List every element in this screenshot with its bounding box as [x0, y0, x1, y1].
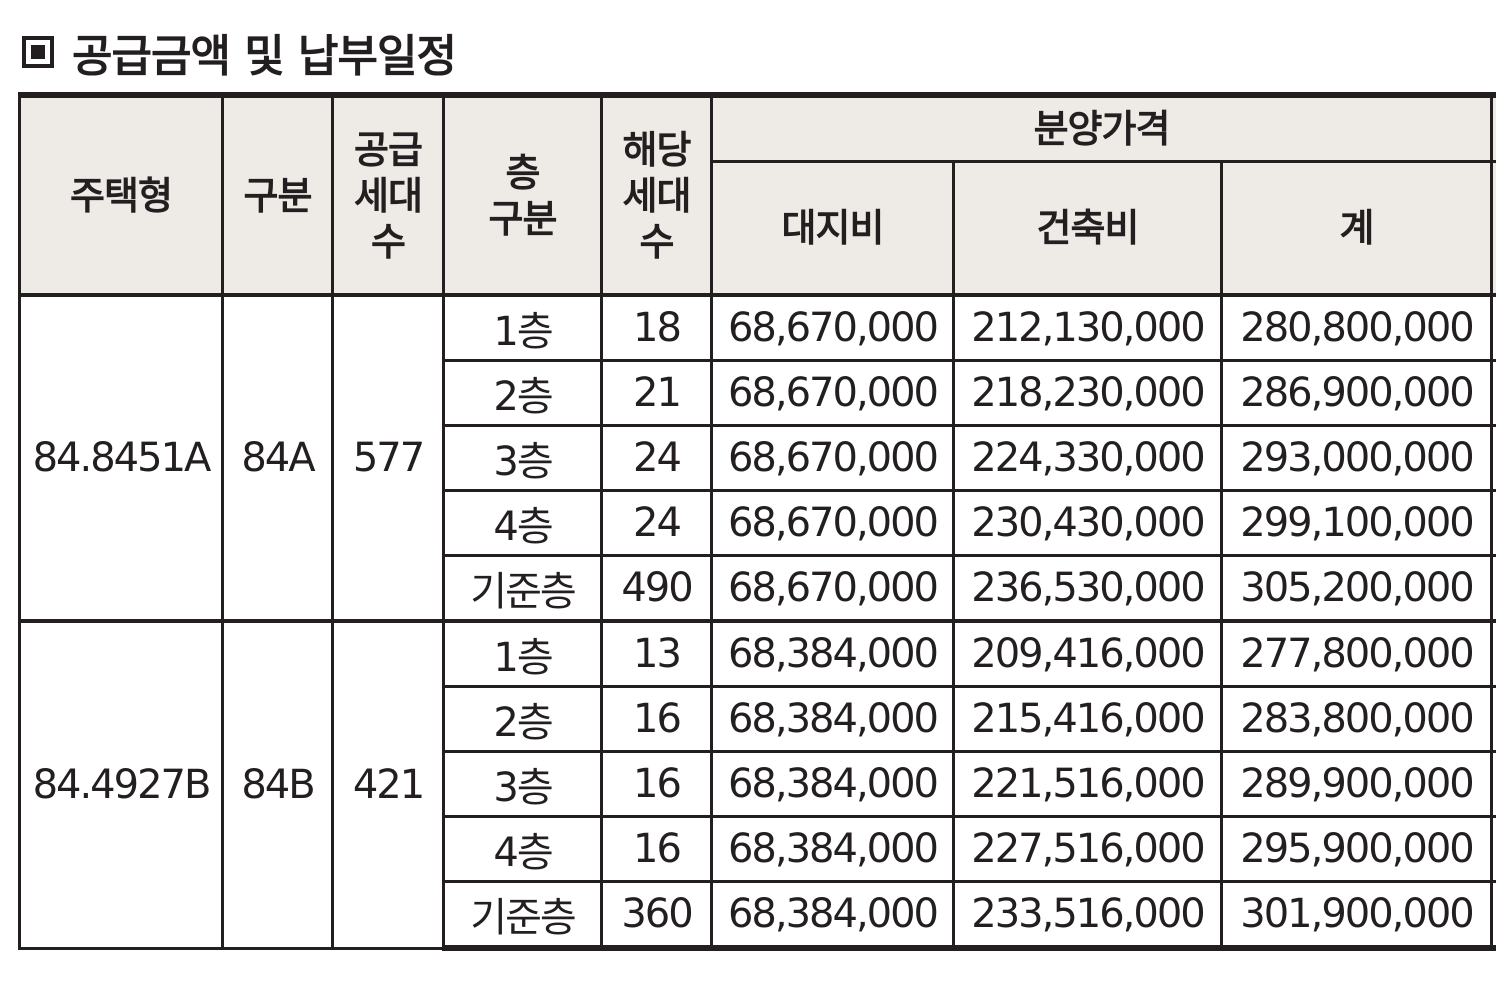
cell-land-cost: 68,384,000 — [710, 815, 955, 883]
cell-floor: 2층 — [442, 359, 603, 427]
cell-land-cost: 68,670,000 — [710, 424, 955, 492]
cell-total: 299,100,000 — [1220, 489, 1493, 557]
cell-construction-cost: 209,416,000 — [952, 619, 1223, 688]
table-row: 기준층 360 68,384,000 233,516,000 301,900,000 — [20, 880, 1496, 951]
cell-floor-households: 16 — [600, 815, 713, 883]
price-table-body: 84.8451A 84A 577 1층 18 68,670,000 212,130,000 2… — [18, 293, 1496, 951]
cell-overflow — [1490, 880, 1496, 951]
header-overflow-cell — [1490, 160, 1496, 297]
section-title: 공급금액 및 납부일정 — [22, 20, 457, 84]
header-floor-households: 해당 세대 수 — [600, 92, 713, 297]
table-row: 2층 21 68,670,000 218,230,000 286,900,000 — [20, 359, 1496, 427]
cell-unit-type: 84.8451A — [18, 293, 224, 623]
cell-floor: 기준층 — [442, 554, 603, 623]
cell-land-cost: 68,670,000 — [710, 554, 955, 623]
header-floor-category: 층 구분 — [442, 92, 603, 297]
cell-floor: 2층 — [442, 685, 603, 753]
header-unit-type: 주택형 — [18, 92, 224, 297]
header-row-2: 대지비 건축비 계 — [20, 160, 1496, 297]
cell-construction-cost: 230,430,000 — [952, 489, 1223, 557]
cell-construction-cost: 227,516,000 — [952, 815, 1223, 883]
cell-floor: 3층 — [442, 424, 603, 492]
cell-construction-cost: 215,416,000 — [952, 685, 1223, 753]
cell-total: 280,800,000 — [1220, 293, 1493, 362]
header-overflow-cell — [1490, 92, 1496, 163]
cell-total: 305,200,000 — [1220, 554, 1493, 623]
cell-land-cost: 68,384,000 — [710, 619, 955, 688]
cell-overflow — [1490, 489, 1496, 557]
cell-floor-households: 16 — [600, 750, 713, 818]
price-table: 주택형 구분 공급 세대 수 층 구분 해당 세대 수 분양가격 대지비 건축비… — [18, 92, 1496, 951]
cell-floor-households: 24 — [600, 489, 713, 557]
cell-land-cost: 68,384,000 — [710, 750, 955, 818]
header-land-cost: 대지비 — [710, 160, 955, 297]
cell-land-cost: 68,670,000 — [710, 359, 955, 427]
header-supply-households: 공급 세대 수 — [331, 92, 445, 297]
cell-category: 84A — [221, 293, 334, 623]
header-category: 구분 — [221, 92, 334, 297]
cell-supply-households: 577 — [331, 293, 445, 623]
cell-floor: 1층 — [442, 293, 603, 362]
cell-land-cost: 68,670,000 — [710, 293, 955, 362]
cell-construction-cost: 212,130,000 — [952, 293, 1223, 362]
table-row: 4층 16 68,384,000 227,516,000 295,900,000 — [20, 815, 1496, 883]
cell-overflow — [1490, 424, 1496, 492]
cell-overflow — [1490, 815, 1496, 883]
cell-unit-type: 84.4927B — [18, 619, 224, 950]
header-row-1: 주택형 구분 공급 세대 수 층 구분 해당 세대 수 분양가격 — [18, 92, 1496, 297]
table-row: 4층 24 68,670,000 230,430,000 299,100,000 — [20, 489, 1496, 557]
header-total: 계 — [1220, 160, 1493, 297]
cell-overflow — [1490, 359, 1496, 427]
cell-floor: 3층 — [442, 750, 603, 818]
cell-floor-households: 18 — [600, 293, 713, 362]
cell-floor-households: 24 — [600, 424, 713, 492]
header-construction-cost: 건축비 — [952, 160, 1223, 297]
cell-floor-households: 360 — [600, 880, 713, 951]
cell-total: 286,900,000 — [1220, 359, 1493, 427]
cell-overflow — [1490, 750, 1496, 818]
table-row: 84.8451A 84A 577 1층 18 68,670,000 212,130,000 2… — [18, 293, 1496, 623]
cell-total: 277,800,000 — [1220, 619, 1493, 688]
cell-floor: 4층 — [442, 489, 603, 557]
header-sale-price: 분양가격 — [710, 92, 1493, 163]
cell-total: 295,900,000 — [1220, 815, 1493, 883]
cell-overflow — [1490, 619, 1496, 688]
cell-floor: 4층 — [442, 815, 603, 883]
filled-square-icon — [22, 36, 54, 68]
cell-overflow — [1490, 554, 1496, 623]
cell-total: 293,000,000 — [1220, 424, 1493, 492]
cell-construction-cost: 233,516,000 — [952, 880, 1223, 951]
table-row: 3층 24 68,670,000 224,330,000 293,000,000 — [20, 424, 1496, 492]
cell-total: 289,900,000 — [1220, 750, 1493, 818]
table-row: 기준층 490 68,670,000 236,530,000 305,200,000 — [20, 554, 1496, 623]
cell-construction-cost: 236,530,000 — [952, 554, 1223, 623]
table-row: 84.4927B 84B 421 1층 13 68,384,000 209,416,000 2… — [18, 619, 1496, 950]
cell-construction-cost: 218,230,000 — [952, 359, 1223, 427]
cell-supply-households: 421 — [331, 619, 445, 950]
cell-floor-households: 16 — [600, 685, 713, 753]
cell-floor-households: 21 — [600, 359, 713, 427]
cell-floor: 기준층 — [442, 880, 603, 951]
table-row: 2층 16 68,384,000 215,416,000 283,800,000 — [20, 685, 1496, 753]
cell-overflow — [1490, 685, 1496, 753]
cell-overflow — [1490, 293, 1496, 362]
cell-total: 301,900,000 — [1220, 880, 1493, 951]
cell-construction-cost: 224,330,000 — [952, 424, 1223, 492]
cell-land-cost: 68,384,000 — [710, 880, 955, 951]
cell-category: 84B — [221, 619, 334, 950]
cell-floor-households: 490 — [600, 554, 713, 623]
cell-land-cost: 68,670,000 — [710, 489, 955, 557]
cell-construction-cost: 221,516,000 — [952, 750, 1223, 818]
table-row: 3층 16 68,384,000 221,516,000 289,900,000 — [20, 750, 1496, 818]
cell-floor-households: 13 — [600, 619, 713, 688]
section-title-text: 공급금액 및 납부일정 — [72, 31, 457, 82]
cell-floor: 1층 — [442, 619, 603, 688]
cell-land-cost: 68,384,000 — [710, 685, 955, 753]
cell-total: 283,800,000 — [1220, 685, 1493, 753]
